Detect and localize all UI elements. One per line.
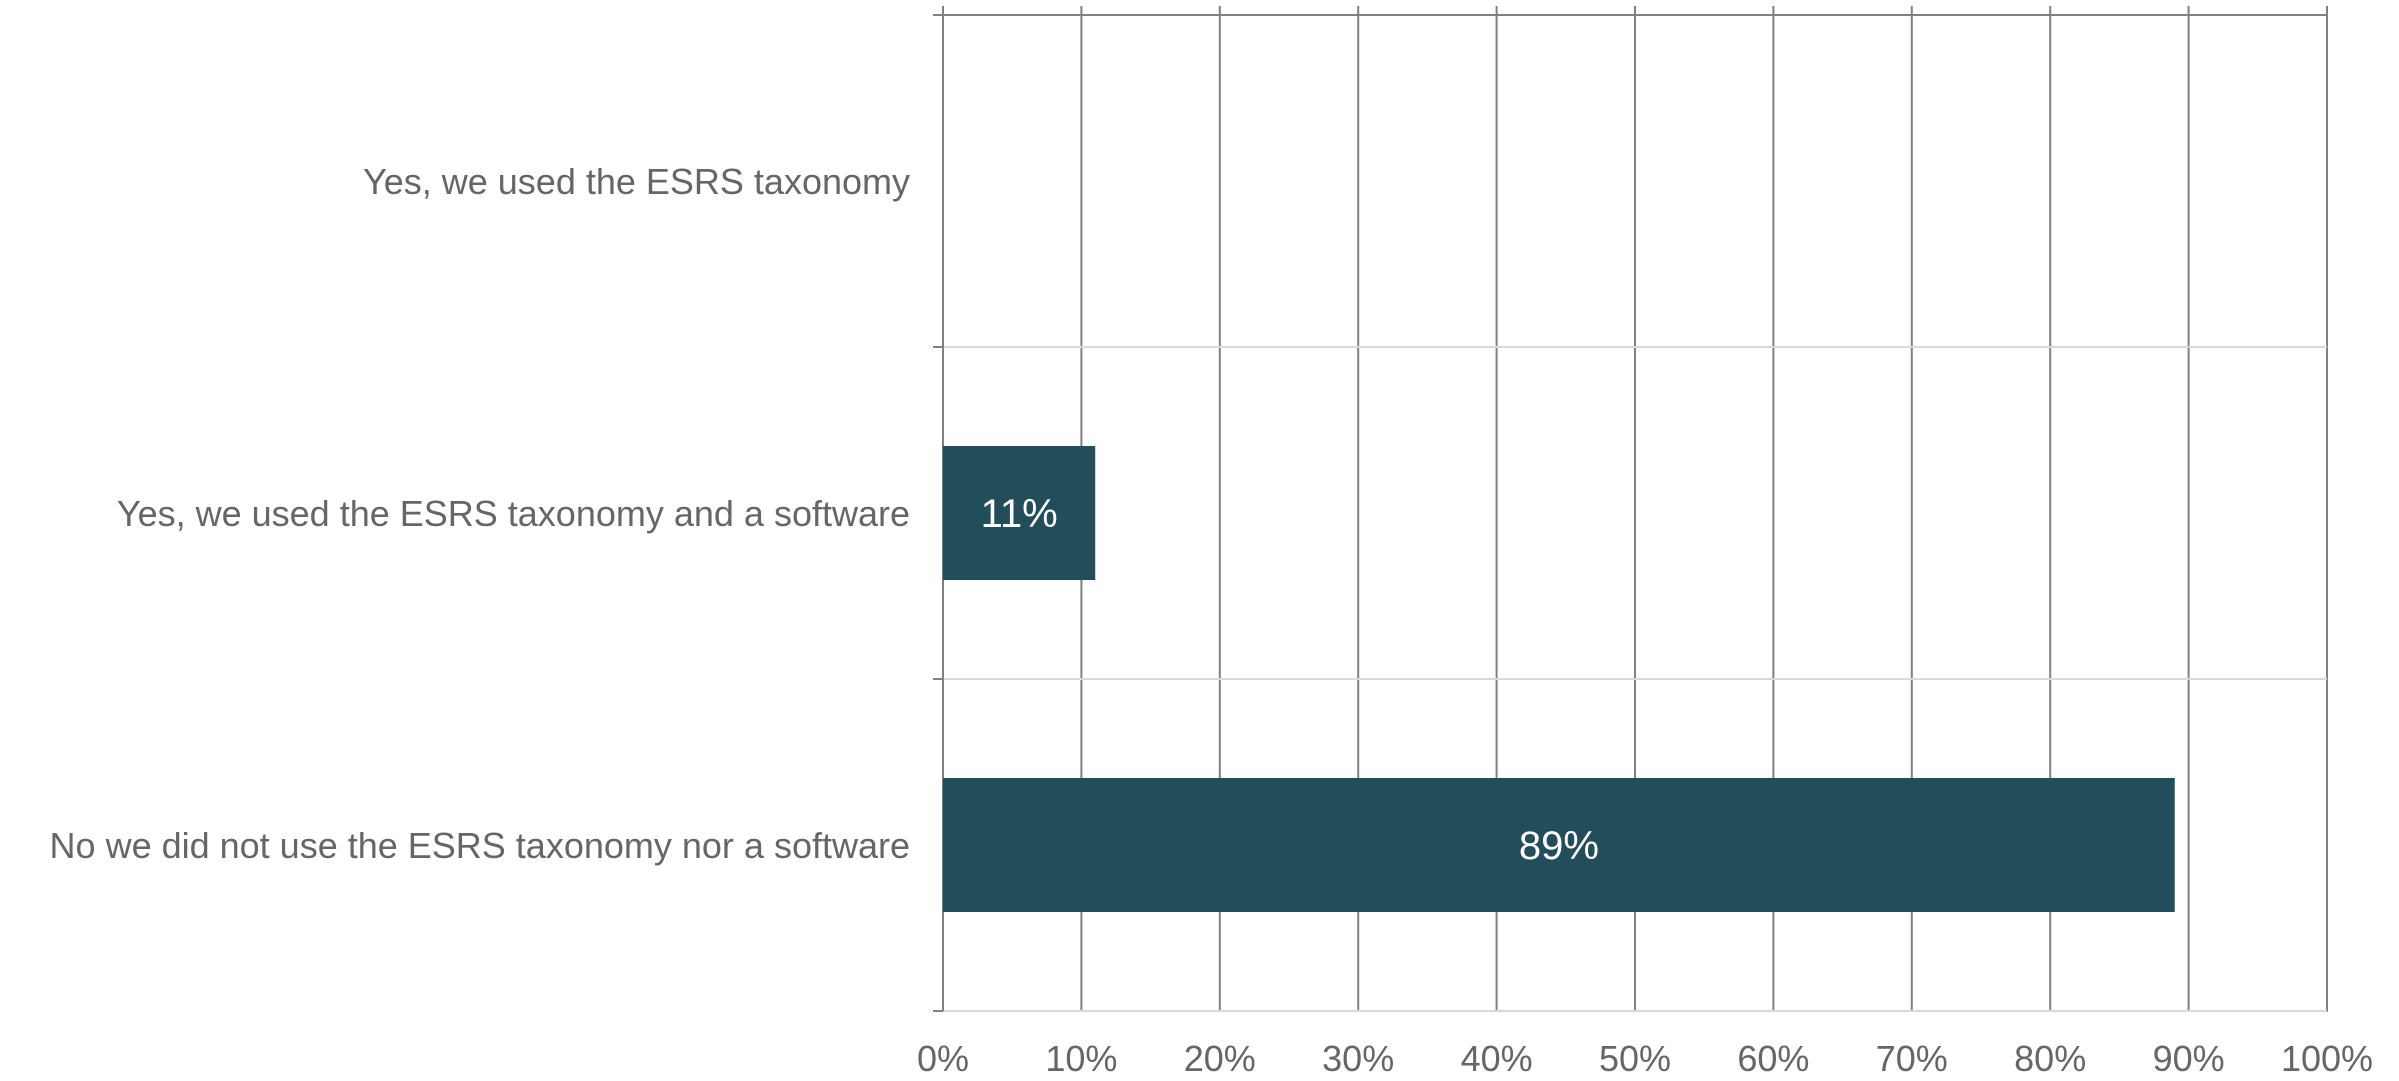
bar-data-label: 11% [981, 492, 1058, 536]
x-tick-label: 60% [1737, 1038, 1809, 1076]
category-label: Yes, we used the ESRS taxonomy and a sof… [117, 493, 910, 534]
x-tick-label: 20% [1184, 1038, 1256, 1076]
x-tick-label: 80% [2014, 1038, 2086, 1076]
axes [933, 14, 2327, 1012]
x-tick-label: 0% [917, 1038, 969, 1076]
bar [943, 778, 2175, 912]
x-tick-label: 10% [1045, 1038, 1117, 1076]
category-label: No we did not use the ESRS taxonomy nor … [50, 825, 910, 866]
x-tick-label: 70% [1876, 1038, 1948, 1076]
labels: 0% 10% 20% 30% 40% 50% 60% 70% 80% 90% 100% Yes, we… [50, 161, 2373, 1079]
x-tick-label: 50% [1599, 1038, 1671, 1076]
category-label: Yes, we used the ESRS taxonomy [363, 161, 910, 202]
x-tick-label: 40% [1461, 1038, 1533, 1076]
gridlines [942, 6, 2328, 1012]
bar-data-label: 89% [1519, 824, 1599, 868]
x-tick-label: 90% [2153, 1038, 2225, 1076]
bar [943, 446, 1096, 580]
x-tick-label: 30% [1322, 1038, 1394, 1076]
x-tick-label: 100% [2281, 1038, 2373, 1076]
bars [943, 446, 2175, 912]
